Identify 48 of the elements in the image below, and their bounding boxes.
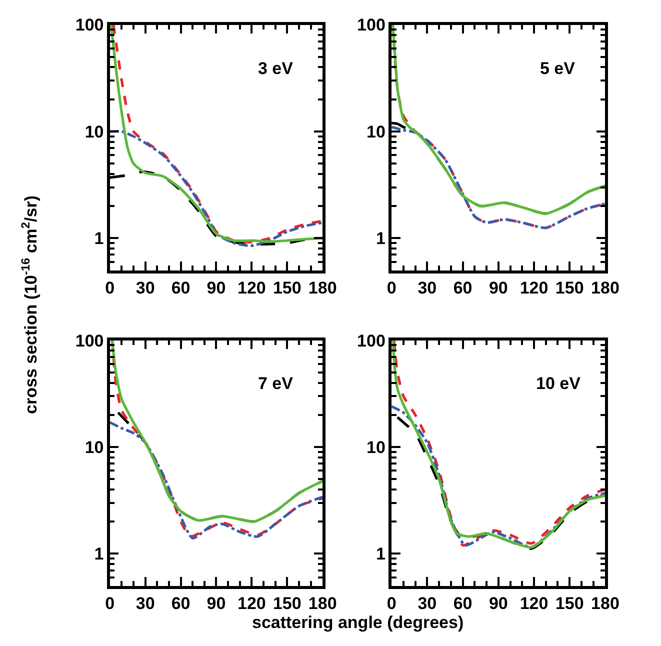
x-tick-label: 180 — [308, 594, 337, 613]
x-tick-label: 150 — [272, 594, 302, 613]
x-tick-label: 150 — [272, 278, 302, 298]
x-tick-label: 0 — [386, 278, 396, 298]
x-tick-label: 180 — [308, 278, 337, 298]
x-tick-label: 0 — [105, 594, 115, 613]
x-tick-label: 60 — [171, 278, 190, 298]
annotation: 3 eV — [258, 59, 294, 78]
y-tick-label: 10 — [366, 438, 386, 457]
y-tick-label: 1 — [376, 544, 386, 564]
x-tick-label: 30 — [136, 278, 155, 298]
y-tick-label: 1 — [94, 229, 104, 248]
x-tick-label: 180 — [591, 594, 620, 613]
x-tick-label: 150 — [555, 594, 584, 613]
x-tick-label: 120 — [520, 278, 548, 298]
annotation: 7 eV — [258, 374, 294, 393]
x-tick-label: 30 — [136, 594, 155, 613]
x-axis-title: scattering angle (degrees) — [252, 613, 464, 632]
x-tick-label: 90 — [488, 594, 508, 613]
x-tick-label: 0 — [386, 594, 396, 613]
y-tick-label: 100 — [75, 331, 104, 350]
x-tick-label: 120 — [520, 594, 548, 613]
annotation: 10 eV — [536, 374, 582, 393]
line-series — [110, 130, 323, 248]
y-tick-label: 10 — [366, 122, 386, 142]
x-tick-label: 0 — [105, 278, 115, 298]
y-tick-label: 100 — [75, 16, 104, 35]
y-tick-label: 1 — [94, 544, 104, 564]
x-tick-label: 90 — [488, 278, 508, 298]
y-tick-label: 100 — [357, 16, 386, 35]
line-series — [110, 421, 323, 540]
x-tick-label: 30 — [418, 278, 437, 298]
y-tick-label: 10 — [84, 438, 104, 457]
line-series — [392, 126, 606, 230]
y-tick-label: 10 — [84, 122, 104, 142]
y-tick-label: 1 — [376, 229, 386, 248]
x-tick-label: 120 — [238, 278, 266, 298]
x-tick-label: 120 — [238, 594, 266, 613]
x-tick-label: 90 — [206, 278, 226, 298]
x-tick-label: 60 — [453, 278, 472, 298]
x-tick-label: 180 — [591, 278, 620, 298]
x-tick-label: 30 — [418, 594, 437, 613]
x-tick-label: 60 — [171, 594, 190, 613]
annotation: 5 eV — [540, 59, 576, 78]
x-tick-label: 60 — [453, 594, 472, 613]
x-tick-label: 150 — [555, 278, 584, 298]
y-tick-label: 100 — [357, 331, 386, 350]
x-tick-label: 90 — [206, 594, 226, 613]
